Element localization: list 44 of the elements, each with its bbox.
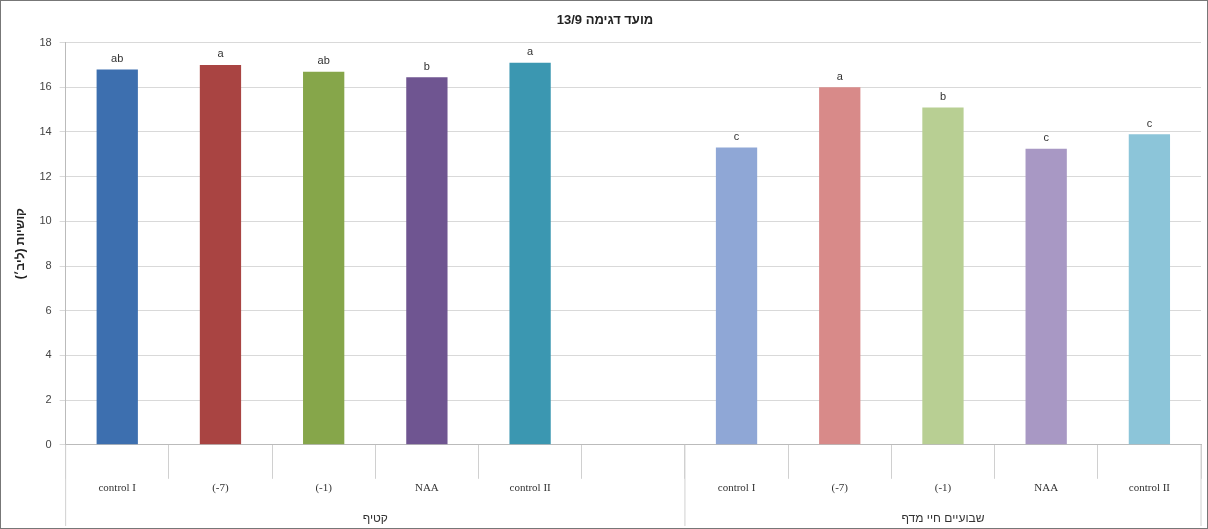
data-label: c — [1043, 131, 1050, 144]
data-label: ab — [317, 54, 330, 67]
data-label: c — [1146, 116, 1153, 129]
data-label: a — [836, 69, 844, 82]
y-tick-label: 4 — [45, 348, 52, 361]
y-tick-label: 18 — [39, 35, 52, 48]
x-tick-label: (-7) — [831, 481, 849, 495]
x-tick-label: control II — [509, 481, 552, 494]
data-label: ab — [111, 51, 124, 64]
x-tick-label: control II — [1128, 481, 1171, 494]
bar — [303, 71, 345, 445]
y-tick-label: 0 — [45, 437, 52, 450]
y-tick-label: 16 — [39, 80, 52, 93]
x-tick-label: NAA — [1034, 481, 1059, 494]
bar — [819, 87, 861, 445]
y-tick-label: 12 — [39, 169, 52, 182]
bar — [509, 62, 551, 445]
data-label: b — [423, 59, 430, 72]
bar — [1025, 148, 1067, 445]
chart-title: מועד דגימה 13/9 — [556, 12, 654, 28]
x-tick-label: (-1) — [315, 481, 333, 495]
y-tick-label: 8 — [45, 259, 52, 272]
y-tick-label: 6 — [45, 303, 52, 316]
y-axis-title: קושיות (ליב׳) — [12, 208, 27, 280]
bar — [715, 147, 758, 445]
data-label: a — [217, 47, 225, 60]
y-tick-label: 10 — [39, 214, 52, 227]
data-label: a — [527, 45, 535, 58]
bar — [406, 77, 448, 445]
data-label: b — [939, 89, 947, 102]
data-label: c — [733, 130, 740, 143]
text: קטיף — [362, 511, 388, 525]
x-tick-label: (-7) — [212, 481, 230, 495]
bar — [199, 64, 242, 445]
x-tick-label: control I — [717, 481, 756, 494]
bar — [96, 69, 138, 445]
x-tick-label: (-1) — [934, 481, 952, 495]
bar — [1128, 134, 1171, 445]
bar — [922, 107, 964, 445]
x-tick-label: control I — [98, 481, 137, 494]
x-tick-label: NAA — [414, 481, 439, 494]
y-tick-label: 2 — [45, 393, 52, 406]
y-tick-label: 14 — [39, 125, 52, 138]
text: שבועיים חיי מדף — [901, 511, 985, 525]
